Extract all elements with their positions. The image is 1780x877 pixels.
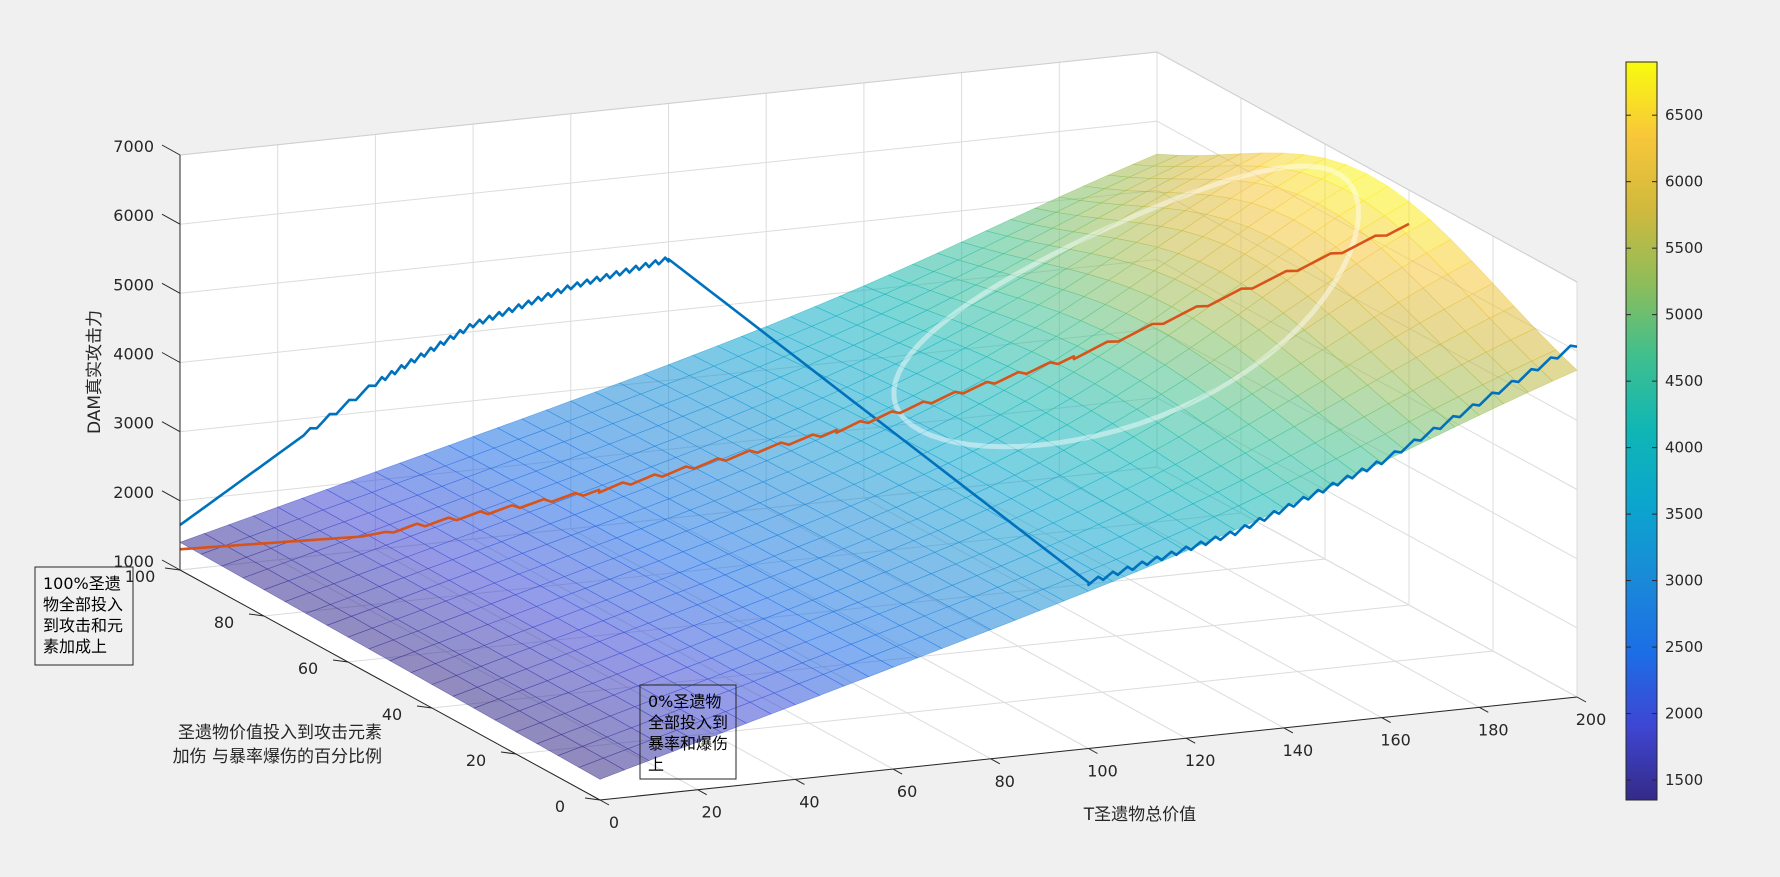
surface-mesh <box>179 152 1578 780</box>
annotation-text: 0%圣遗物 <box>648 692 721 711</box>
axes-ticks: 0204060801001201401601802000204060801001… <box>113 137 1606 832</box>
x-tick <box>1185 737 1196 744</box>
x-tick <box>1088 748 1098 754</box>
z-tick-label: 5000 <box>113 275 154 294</box>
z-tick <box>161 421 181 433</box>
y-tick <box>164 567 181 571</box>
x-tick-label: 0 <box>609 813 619 832</box>
y-tick-label: 80 <box>214 613 234 632</box>
annotation-text: 100%圣遗 <box>43 574 121 593</box>
annotation-text: 到攻击和元 <box>43 616 123 635</box>
y-axis-line <box>179 569 601 801</box>
z-tick-label: 7000 <box>113 137 154 156</box>
x-tick-label: 20 <box>702 803 722 822</box>
y-axis-label: 加伤 与暴率爆伤的百分比例 <box>173 747 382 767</box>
x-tick-label: 60 <box>897 782 917 801</box>
z-tick <box>161 490 181 502</box>
x-tick-label: 120 <box>1185 751 1216 770</box>
x-tick-label: 180 <box>1478 720 1509 739</box>
z-tick-label: 3000 <box>113 414 154 433</box>
annotation-text: 物全部投入 <box>43 595 123 614</box>
x-tick <box>795 778 805 785</box>
colorbar-tick-label: 2000 <box>1665 705 1703 723</box>
y-tick-label: 0 <box>555 797 565 816</box>
x-tick-label: 100 <box>1087 762 1118 781</box>
colorbar-strip <box>1625 61 1658 801</box>
x-tick-label: 80 <box>995 772 1015 791</box>
z-tick <box>161 559 181 571</box>
surface-cell <box>179 533 227 555</box>
x-tick <box>1479 706 1489 713</box>
colorbar-tick-label: 6500 <box>1665 106 1703 124</box>
annotation-text: 素加成上 <box>43 637 107 656</box>
y-axis-label: 圣遗物价值投入到攻击元素 <box>178 723 382 743</box>
annotation-text: 暴率和爆伤 <box>648 734 728 753</box>
series-lines <box>179 222 1578 587</box>
series-line-2 <box>179 222 1410 551</box>
x-axis-label: T圣遗物总价值 <box>1083 805 1196 825</box>
x-tick <box>990 758 1001 765</box>
annotation-frame <box>639 684 737 780</box>
annotation-text: 全部投入到 <box>648 713 728 732</box>
z-tick-label: 1000 <box>113 552 154 571</box>
x-tick <box>1381 717 1391 724</box>
colorbar-tick-label: 6000 <box>1665 173 1703 191</box>
x-tick <box>697 789 707 796</box>
z-tick-label: 4000 <box>113 345 154 364</box>
annotation-frame <box>34 566 134 666</box>
x-tick-label: 200 <box>1576 710 1607 729</box>
z-tick-label: 6000 <box>113 206 154 225</box>
y-tick-label: 20 <box>466 751 486 770</box>
x-tick-label: 40 <box>799 792 819 811</box>
y-tick-label: 40 <box>382 705 402 724</box>
y-tick <box>416 705 433 709</box>
z-axis-label: DAM真实攻击力 <box>85 310 105 434</box>
annotation-text: 上 <box>648 755 664 774</box>
y-tick <box>332 659 349 663</box>
colorbar-tick-label: 5000 <box>1665 306 1703 324</box>
y-tick <box>500 751 517 755</box>
x-tick <box>1283 727 1294 734</box>
y-tick <box>584 797 601 801</box>
z-tick <box>161 282 181 294</box>
x-tick <box>1576 696 1587 703</box>
colorbar-tick-label: 5500 <box>1665 239 1703 257</box>
max-contour-ring <box>891 163 1362 450</box>
colorbar-tick-label: 4500 <box>1665 372 1703 390</box>
colorbar: 1500 2000 2500 3000 3500 4000 4500 5000 5500 6000… <box>1625 61 1703 801</box>
box-top-edge <box>179 51 1578 283</box>
x-tick <box>892 768 903 775</box>
z-tick-label: 2000 <box>113 483 154 502</box>
colorbar-tick-label: 3000 <box>1665 572 1703 590</box>
series-line-1 <box>179 256 1578 587</box>
y-tick-label: 60 <box>298 659 318 678</box>
y-tick <box>248 613 265 617</box>
colorbar-tick-label: 2500 <box>1665 638 1703 656</box>
z-tick <box>161 144 181 156</box>
x-tick-label: 140 <box>1283 741 1314 760</box>
z-tick <box>161 352 181 363</box>
x-tick-label: 160 <box>1380 731 1411 750</box>
colorbar-tick-label: 4000 <box>1665 439 1703 457</box>
colorbar-tick-label: 1500 <box>1665 771 1703 789</box>
z-tick <box>161 213 181 225</box>
x-tick <box>599 799 610 806</box>
colorbar-tick-label: 3500 <box>1665 505 1703 523</box>
y-tick-label: 100 <box>125 567 156 586</box>
